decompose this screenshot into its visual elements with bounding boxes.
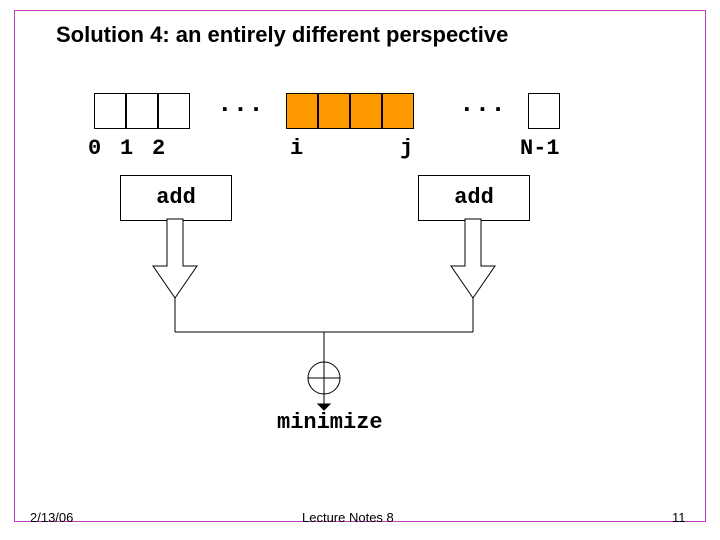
footer-page: 11 bbox=[672, 510, 686, 525]
slide-title: Solution 4: an entirely different perspe… bbox=[56, 22, 508, 48]
index-0: 0 bbox=[88, 136, 101, 161]
array-cell bbox=[158, 93, 190, 129]
array-cell bbox=[382, 93, 414, 129]
index-i: i bbox=[290, 136, 303, 161]
minimize-label: minimize bbox=[277, 410, 383, 435]
array-cell bbox=[286, 93, 318, 129]
index-2: 2 bbox=[152, 136, 165, 161]
add-box-left: add bbox=[120, 175, 232, 221]
add-box-right: add bbox=[418, 175, 530, 221]
array-cell bbox=[350, 93, 382, 129]
footer-date: 2/13/06 bbox=[30, 510, 73, 525]
array-cell bbox=[528, 93, 560, 129]
index-j: j bbox=[400, 136, 413, 161]
footer-center: Lecture Notes 8 bbox=[302, 510, 394, 525]
array-cell bbox=[126, 93, 158, 129]
add-right-label: add bbox=[454, 185, 494, 210]
index-n1: N-1 bbox=[520, 136, 560, 161]
add-left-label: add bbox=[156, 185, 196, 210]
array-cell bbox=[94, 93, 126, 129]
slide-border bbox=[14, 10, 706, 522]
ellipsis-2: ... bbox=[459, 89, 506, 119]
index-1: 1 bbox=[120, 136, 133, 161]
ellipsis-1: ... bbox=[217, 89, 264, 119]
array-cell bbox=[318, 93, 350, 129]
